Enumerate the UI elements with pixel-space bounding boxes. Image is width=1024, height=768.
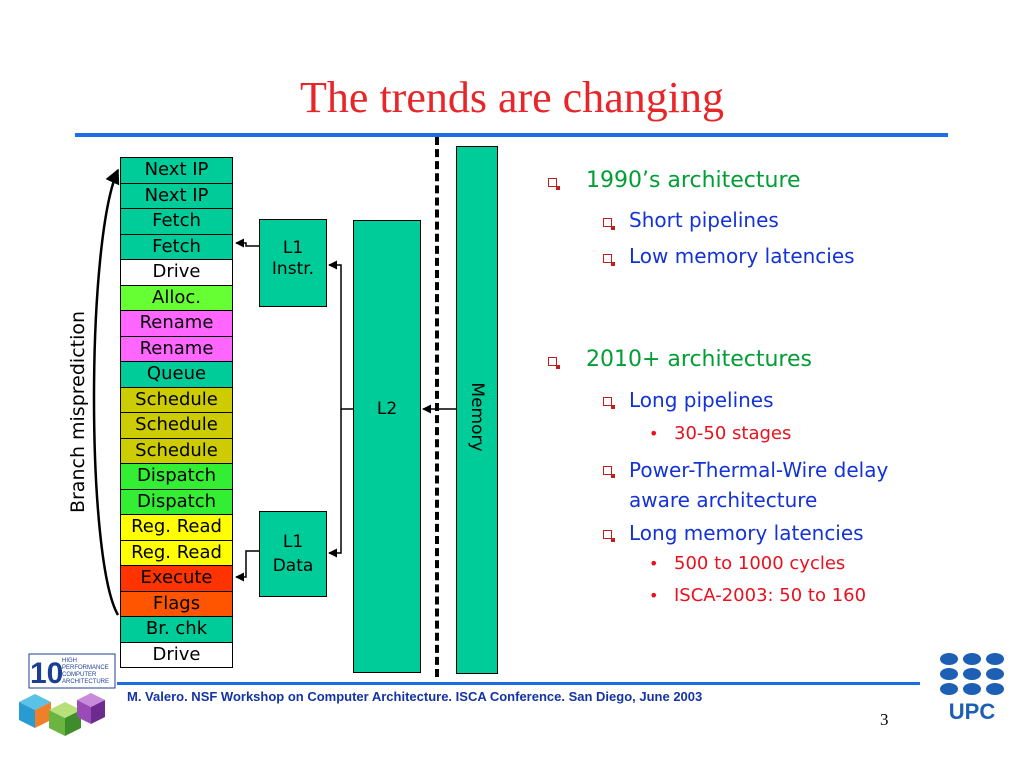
pipeline-stage: Drive: [120, 642, 233, 668]
pipeline-stage: Br. chk: [120, 617, 233, 643]
chip-boundary-dashed-line: [435, 137, 439, 677]
pipeline-stage: Dispatch: [120, 464, 233, 490]
hpca-logo-icon: 10 HIGH PERFORMANCE COMPUTER ARCHITECTUR…: [19, 653, 116, 736]
dot-bullet-icon: •: [649, 554, 659, 573]
pipeline-stage: Alloc.: [120, 285, 233, 311]
memory-block: Memory: [456, 146, 498, 674]
square-bullet-icon: [603, 397, 615, 409]
square-bullet-icon: [603, 254, 615, 266]
square-bullet-icon: [548, 178, 560, 190]
era2-item: Long pipelines: [629, 388, 774, 412]
square-bullet-icon: [603, 218, 615, 230]
misprediction-arrow: [92, 168, 120, 616]
dot-bullet-icon: •: [649, 586, 659, 605]
era2-item-continued: aware architecture: [629, 488, 818, 512]
era1-heading: 1990’s architecture: [586, 168, 801, 193]
l2-to-l1d-arrow: [328, 409, 342, 558]
l1-data-line1: L1: [282, 532, 304, 552]
svg-text:HIGH: HIGH: [62, 658, 77, 664]
l1-instr-line2: Instr.: [271, 259, 315, 279]
l1-data-cache: L1 Data: [259, 511, 327, 597]
pipeline-stage: Next IP: [120, 183, 233, 209]
era2-heading: 2010+ architectures: [586, 347, 812, 372]
upc-logo-text: UPC: [949, 699, 996, 722]
pipeline-stage: Schedule: [120, 413, 233, 439]
pipeline-stage: Rename: [120, 336, 233, 362]
era2-item: Power-Thermal-Wire delay: [629, 458, 889, 482]
pipeline-stage: Next IP: [120, 157, 233, 184]
dot-bullet-icon: •: [649, 424, 659, 443]
era2-subitem: 500 to 1000 cycles: [674, 553, 846, 574]
pipeline-stage: Rename: [120, 311, 233, 337]
pipeline-stage: Fetch: [120, 209, 233, 235]
pipeline-stage: Fetch: [120, 234, 233, 260]
era2-subitem: 30-50 stages: [674, 423, 792, 444]
footer-citation: M. Valero. NSF Workshop on Computer Arch…: [127, 689, 703, 704]
l2-label: L2: [376, 399, 398, 419]
era2-subitem: ISCA-2003: 50 to 160: [674, 585, 867, 606]
pipeline-stage: Execute: [120, 566, 233, 592]
pipeline-stage: Queue: [120, 362, 233, 388]
svg-text:PERFORMANCE: PERFORMANCE: [62, 665, 109, 671]
pipeline-stage: Reg. Read: [120, 540, 233, 566]
pipeline-stage: Reg. Read: [120, 515, 233, 541]
upc-logo-icon: UPC: [940, 653, 1004, 722]
era2-item: Long memory latencies: [629, 521, 864, 545]
square-bullet-icon: [548, 357, 560, 369]
pipeline-stage: Dispatch: [120, 489, 233, 515]
pipeline-stage: Schedule: [120, 387, 233, 413]
slide-title: The trends are changing: [300, 73, 724, 122]
pipeline-stage: Flags: [120, 591, 233, 617]
square-bullet-icon: [603, 530, 615, 542]
square-bullet-icon: [603, 466, 615, 478]
pipeline-stage: Schedule: [120, 438, 233, 464]
l2-cache: L2: [353, 220, 421, 673]
l1i-to-fetch-arrow: [235, 238, 259, 248]
logo-number: 10: [30, 657, 63, 690]
era1-item: Short pipelines: [629, 208, 779, 232]
era1-item: Low memory latencies: [629, 244, 855, 268]
l1d-to-execute-arrow: [235, 550, 259, 582]
l2-to-l1i-arrow: [328, 260, 353, 410]
title-divider: [75, 133, 948, 137]
pipeline-stage: Drive: [120, 260, 233, 286]
l1-data-line2: Data: [272, 556, 314, 576]
svg-text:ARCHITECTURE: ARCHITECTURE: [62, 679, 109, 685]
svg-text:COMPUTER: COMPUTER: [62, 672, 97, 678]
l1-instr-line1: L1: [282, 238, 304, 258]
page-number: 3: [880, 710, 889, 729]
l1-instruction-cache: L1 Instr.: [259, 219, 327, 307]
pipeline-stages: Next IP Next IP Fetch Fetch Drive Alloc. Renam…: [120, 157, 233, 668]
footer-divider: [117, 682, 920, 685]
